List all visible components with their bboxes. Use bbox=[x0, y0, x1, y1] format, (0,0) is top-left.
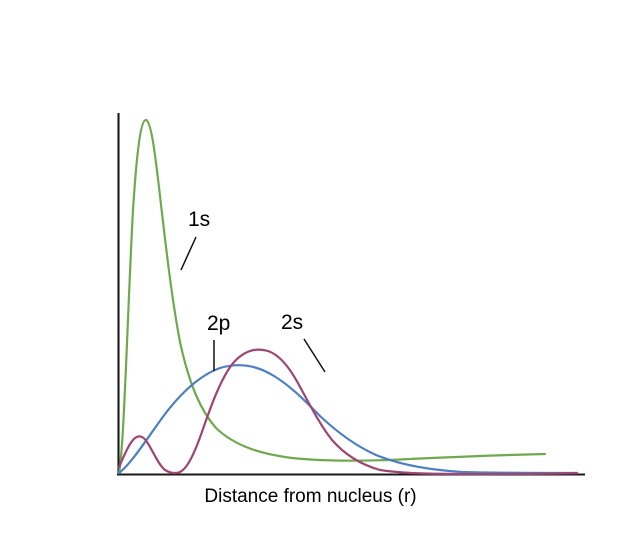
x-axis-title: Distance from nucleus (r) bbox=[204, 486, 417, 507]
leader-line-2s bbox=[303, 338, 326, 373]
curve-2s bbox=[117, 348, 579, 476]
curve-1s bbox=[117, 118, 547, 475]
series-label-2s: 2s bbox=[281, 311, 304, 334]
curve-2p bbox=[117, 364, 579, 475]
series-label-1s: 1s bbox=[188, 208, 211, 231]
leader-line-1s bbox=[180, 236, 197, 271]
series-label-2p: 2p bbox=[207, 312, 231, 335]
